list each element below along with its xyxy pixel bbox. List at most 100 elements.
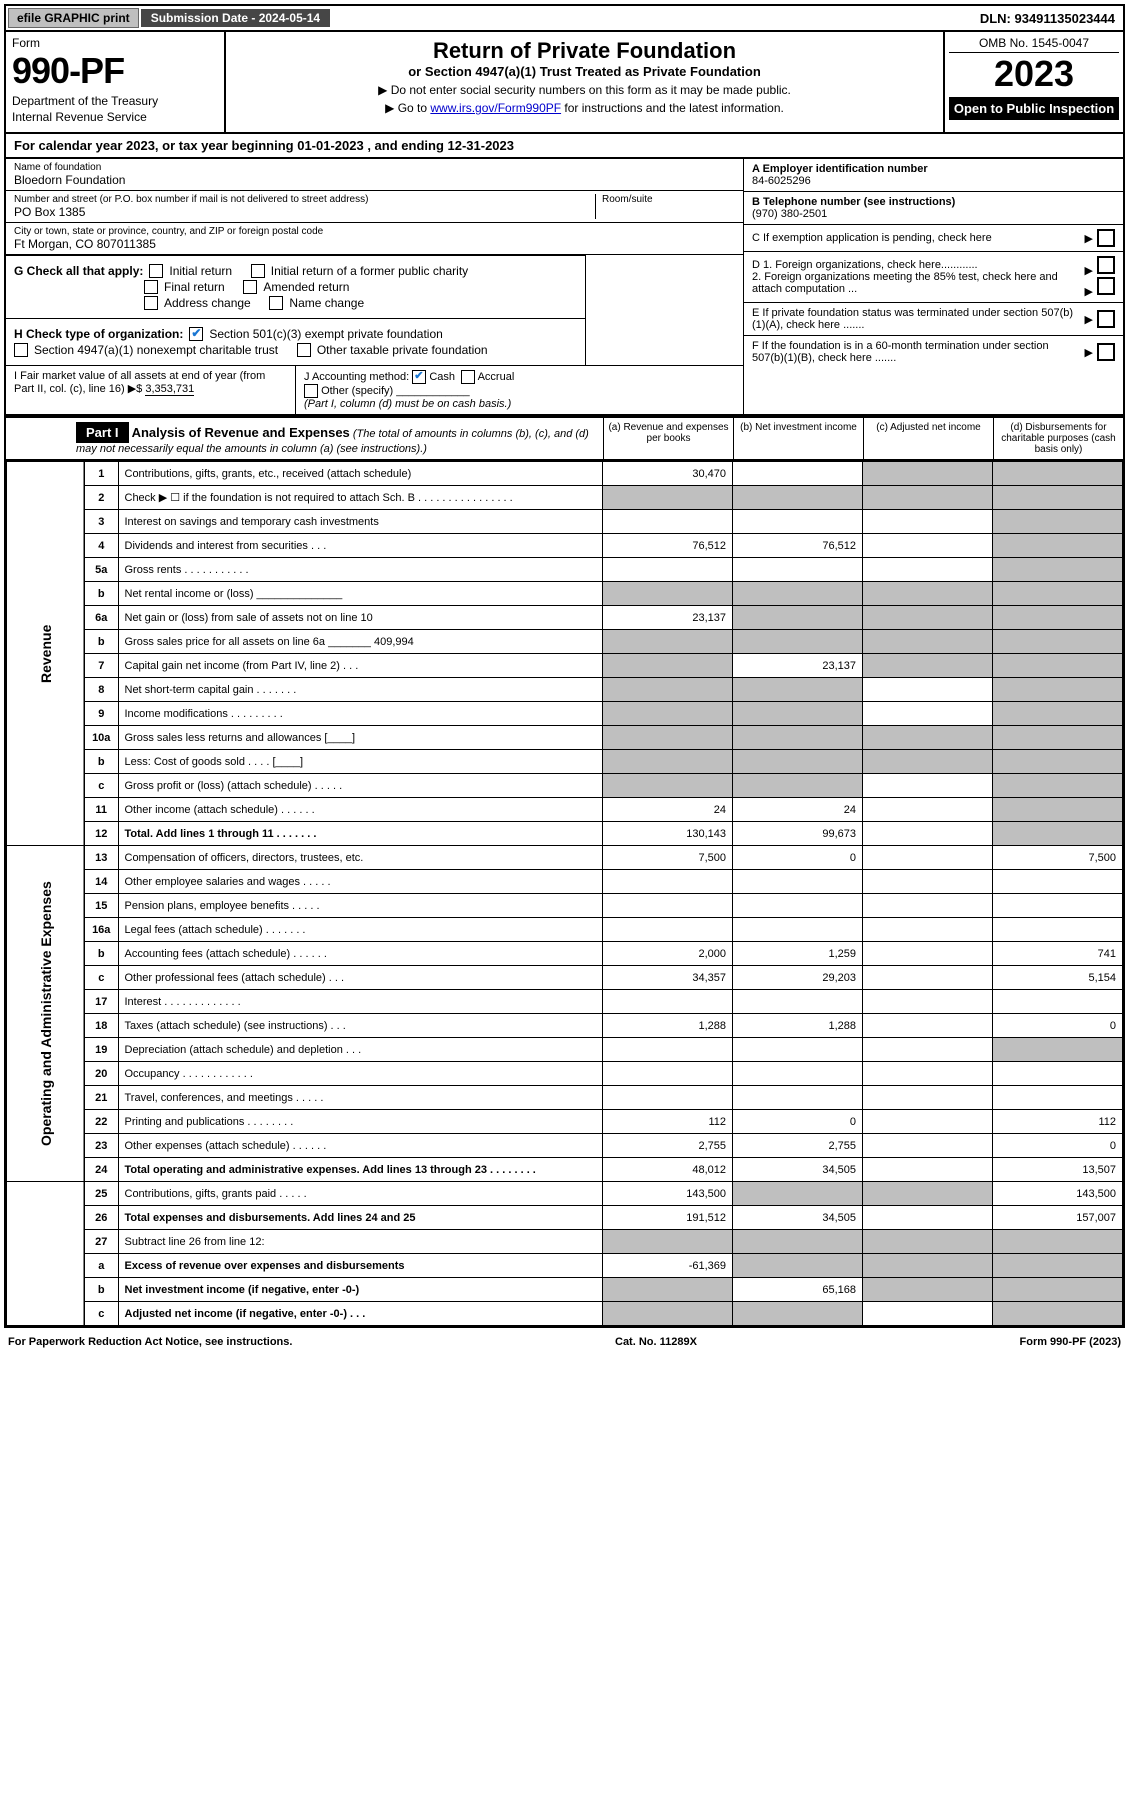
name-label: Name of foundation [14,162,735,173]
table-row: 19Depreciation (attach schedule) and dep… [7,1038,1123,1062]
line-number: c [84,774,118,798]
dln-label: DLN: 93491135023444 [972,9,1123,28]
address-change-checkbox[interactable] [144,296,158,310]
paperwork-notice: For Paperwork Reduction Act Notice, see … [8,1336,292,1348]
h-section: H Check type of organization: Section 50… [6,318,586,365]
j-cash: Cash [429,371,455,383]
line-description: Printing and publications . . . . . . . … [118,1110,603,1134]
501c3-checkbox[interactable] [189,327,203,341]
col-c-header: (c) Adjusted net income [863,418,993,459]
amount-cell [993,582,1123,606]
amount-cell [733,558,863,582]
amount-cell [993,654,1123,678]
amount-cell [993,1230,1123,1254]
initial-former-checkbox[interactable] [251,264,265,278]
amount-cell: 99,673 [733,822,863,846]
c-checkbox[interactable] [1097,229,1115,247]
line-description: Gross profit or (loss) (attach schedule)… [118,774,603,798]
g-label: G Check all that apply: [14,264,143,278]
line-number: 9 [84,702,118,726]
amount-cell: 7,500 [993,846,1123,870]
line-description: Net gain or (loss) from sale of assets n… [118,606,603,630]
table-row: 20Occupancy . . . . . . . . . . . . [7,1062,1123,1086]
amended-return-checkbox[interactable] [243,280,257,294]
form-container: efile GRAPHIC print Submission Date - 20… [4,4,1125,1328]
amount-cell: 2,000 [603,942,733,966]
amount-cell [733,894,863,918]
amount-cell [993,678,1123,702]
other-method-checkbox[interactable] [304,384,318,398]
table-row: 22Printing and publications . . . . . . … [7,1110,1123,1134]
amount-cell: 76,512 [603,534,733,558]
amount-cell [733,702,863,726]
efile-print-button[interactable]: efile GRAPHIC print [8,8,139,28]
amount-cell [863,702,993,726]
amount-cell [863,822,993,846]
dept-treasury: Department of the Treasury [12,94,218,108]
amount-cell [733,606,863,630]
g-opt-2: Final return [164,280,225,294]
form990pf-link[interactable]: www.irs.gov/Form990PF [430,101,561,115]
amount-cell [863,942,993,966]
d2-checkbox[interactable] [1097,277,1115,295]
amount-cell [603,582,733,606]
city-value: Ft Morgan, CO 807011385 [14,237,735,251]
amount-cell: 1,288 [603,1014,733,1038]
name-change-checkbox[interactable] [269,296,283,310]
g-opt-4: Address change [164,296,251,310]
header-left: Form 990-PF Department of the Treasury I… [6,32,226,132]
amount-cell [603,678,733,702]
line-number: 11 [84,798,118,822]
phone-value: (970) 380-2501 [752,208,827,220]
line-description: Net short-term capital gain . . . . . . … [118,678,603,702]
table-row: 15Pension plans, employee benefits . . .… [7,894,1123,918]
amount-cell: 65,168 [733,1278,863,1302]
c-label: C If exemption application is pending, c… [752,232,1081,244]
table-row: 8Net short-term capital gain . . . . . .… [7,678,1123,702]
d1-checkbox[interactable] [1097,256,1115,274]
h-opt-0: Section 501(c)(3) exempt private foundat… [209,327,442,341]
final-return-checkbox[interactable] [144,280,158,294]
line-description: Travel, conferences, and meetings . . . … [118,1086,603,1110]
amount-cell [993,774,1123,798]
col-d-header: (d) Disbursements for charitable purpose… [993,418,1123,459]
line-number: 15 [84,894,118,918]
table-row: aExcess of revenue over expenses and dis… [7,1254,1123,1278]
header-middle: Return of Private Foundation or Section … [226,32,943,132]
other-taxable-checkbox[interactable] [297,343,311,357]
initial-return-checkbox[interactable] [149,264,163,278]
hij-row: I Fair market value of all assets at end… [6,365,743,414]
line-number: 2 [84,486,118,510]
amount-cell [863,918,993,942]
line-description: Subtract line 26 from line 12: [118,1230,603,1254]
amount-cell: -61,369 [603,1254,733,1278]
4947-checkbox[interactable] [14,343,28,357]
line-description: Legal fees (attach schedule) . . . . . .… [118,918,603,942]
table-row: 9Income modifications . . . . . . . . . [7,702,1123,726]
table-row: 25Contributions, gifts, grants paid . . … [7,1182,1123,1206]
e-checkbox[interactable] [1097,310,1115,328]
amount-cell: 76,512 [733,534,863,558]
amount-cell [993,1254,1123,1278]
amount-cell [993,870,1123,894]
f-label: F If the foundation is in a 60-month ter… [752,340,1081,364]
line-number: 16a [84,918,118,942]
amount-cell [993,1302,1123,1326]
line-number: 21 [84,1086,118,1110]
accrual-checkbox[interactable] [461,370,475,384]
ein-label: A Employer identification number [752,163,928,175]
d1-label: D 1. Foreign organizations, check here..… [752,259,978,271]
entity-right: A Employer identification number 84-6025… [743,159,1123,414]
f-checkbox[interactable] [1097,343,1115,361]
line-description: Taxes (attach schedule) (see instruction… [118,1014,603,1038]
cash-checkbox[interactable] [412,370,426,384]
amount-cell: 34,505 [733,1158,863,1182]
amount-cell [603,726,733,750]
line-description: Other income (attach schedule) . . . . .… [118,798,603,822]
line-description: Contributions, gifts, grants, etc., rece… [118,462,603,486]
line-description: Adjusted net income (if negative, enter … [118,1302,603,1326]
goto-note: ▶ Go to www.irs.gov/Form990PF for instru… [236,101,933,115]
amount-cell [603,870,733,894]
line-description: Total operating and administrative expen… [118,1158,603,1182]
table-row: Operating and Administrative Expenses13C… [7,846,1123,870]
